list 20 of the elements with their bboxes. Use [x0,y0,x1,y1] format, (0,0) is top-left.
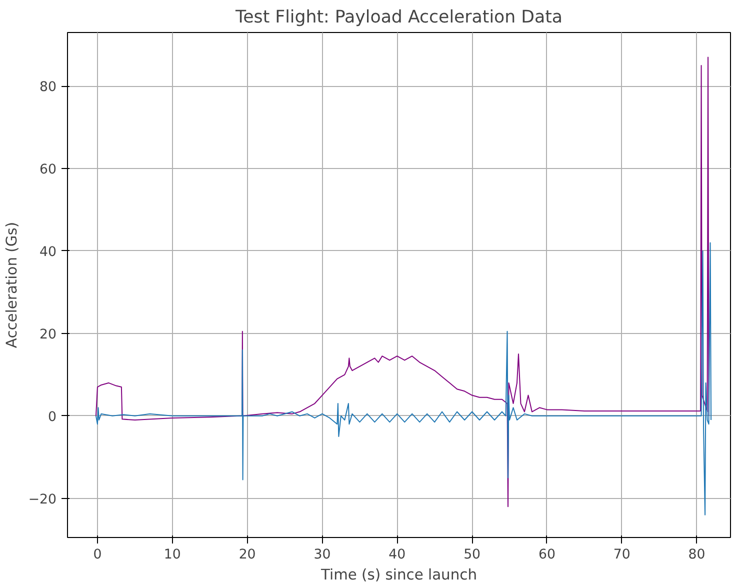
x-tick-label: 30 [314,548,331,562]
y-tick-label: 40 [40,244,57,260]
x-tick-label: 20 [238,548,256,562]
y-tick-label: 80 [40,80,57,96]
x-tick-label: 50 [464,548,481,562]
x-axis-title: Time (s) since launch [320,566,477,584]
x-tick-label: 80 [688,548,706,562]
x-tick-label: 40 [388,548,406,562]
y-axis-title: Acceleration (Gs) [3,222,20,348]
y-tick-label: −20 [28,492,57,508]
y-tick-label: 60 [40,162,57,178]
y-tick-label: 20 [40,327,57,342]
y-tick-label: 0 [48,410,57,425]
x-tick-label: 70 [613,548,630,562]
line-series [95,56,710,508]
x-tick-label: 10 [164,548,181,562]
line-series [95,242,712,516]
chart-title: Test Flight: Payload Acceleration Data [234,8,563,28]
x-tick-label: 0 [93,548,102,562]
x-tick-label: 60 [538,548,556,562]
